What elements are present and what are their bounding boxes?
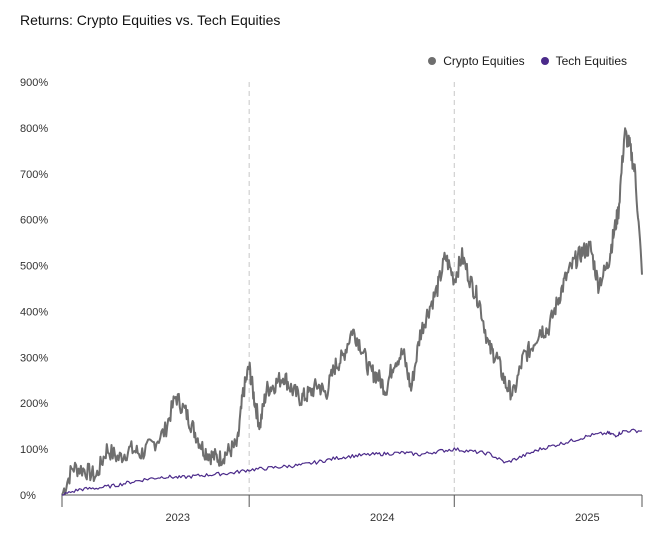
legend-item-tech[interactable]: Tech Equities xyxy=(540,54,627,68)
crypto-dot-icon xyxy=(428,57,437,65)
series-line-tech xyxy=(62,428,643,496)
x-tick-label: 2023 xyxy=(165,512,189,524)
legend: Crypto Equities Tech Equities xyxy=(428,54,627,68)
y-tick-label: 0% xyxy=(20,490,36,502)
y-tick-label: 700% xyxy=(20,169,48,181)
legend-label-tech: Tech Equities xyxy=(555,54,627,68)
legend-item-crypto[interactable]: Crypto Equities xyxy=(428,54,525,68)
y-tick-label: 900% xyxy=(20,77,48,89)
y-tick-label: 500% xyxy=(20,261,48,273)
tech-dot-icon xyxy=(540,57,549,65)
legend-label-crypto: Crypto Equities xyxy=(443,54,525,68)
y-tick-label: 400% xyxy=(20,306,48,318)
y-tick-label: 100% xyxy=(20,444,48,456)
chart-title: Returns: Crypto Equities vs. Tech Equiti… xyxy=(20,12,281,28)
x-tick-label: 2025 xyxy=(575,512,599,524)
y-tick-label: 800% xyxy=(20,123,48,135)
x-tick-label: 2024 xyxy=(370,512,394,524)
y-tick-label: 300% xyxy=(20,352,48,364)
series-line-crypto xyxy=(61,127,643,496)
y-tick-label: 600% xyxy=(20,215,48,227)
y-tick-label: 200% xyxy=(20,398,48,410)
